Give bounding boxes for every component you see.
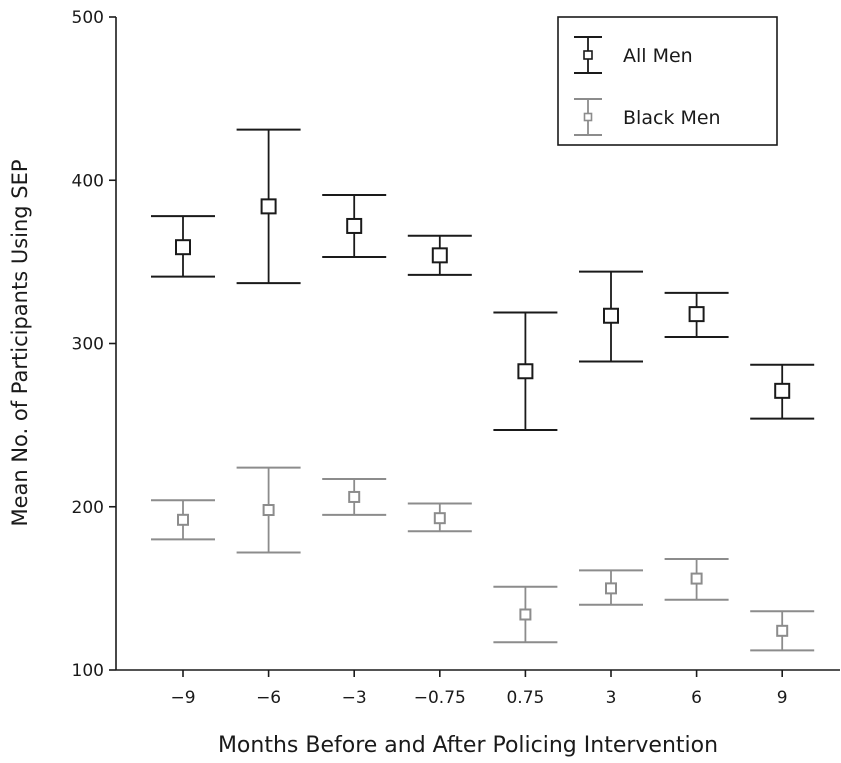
legend-symbol-marker (583, 50, 593, 60)
x-tick-label: 3 (606, 688, 617, 708)
data-point (517, 363, 534, 380)
data-point (774, 382, 791, 399)
x-axis-title: Months Before and After Policing Interve… (218, 733, 718, 758)
x-tick-label: −0.75 (414, 688, 466, 708)
data-point (688, 306, 705, 323)
series-black-men (151, 466, 815, 652)
x-tick-label: 6 (691, 688, 702, 708)
x-tick-label: −6 (256, 688, 281, 708)
data-point (177, 513, 189, 526)
y-tick-label: 100 (72, 661, 104, 681)
data-point (519, 608, 532, 621)
data-point (690, 572, 703, 585)
data-point (433, 512, 446, 525)
series-all-men (151, 128, 815, 432)
x-tick-label: −3 (342, 688, 367, 708)
data-point (776, 624, 789, 637)
legend-box (557, 16, 778, 146)
data-point (175, 239, 191, 256)
plot-area (151, 128, 815, 652)
axes: 100 200 300 400 500 −9 −6 −3 −0.75 0.75 3 6 9 (72, 8, 840, 708)
legend-label: All Men (623, 45, 693, 67)
data-point (603, 307, 619, 324)
data-point (262, 504, 275, 517)
data-point (346, 217, 363, 234)
y-tick-label: 500 (72, 8, 104, 28)
data-point (431, 247, 448, 264)
y-axis-title: Mean No. of Participants Using SEP (8, 159, 32, 526)
y-tick-label: 400 (72, 171, 104, 191)
y-tick-label: 300 (72, 335, 104, 355)
x-tick-label: 0.75 (506, 688, 544, 708)
x-tick-label: −9 (170, 688, 195, 708)
legend-symbol-marker (583, 112, 593, 122)
data-point (260, 198, 277, 215)
y-tick-label: 200 (72, 498, 104, 518)
legend-label: Black Men (623, 107, 721, 129)
legend: All Men Black Men (557, 16, 778, 146)
data-point (348, 490, 361, 503)
data-point (605, 582, 617, 595)
x-tick-label: 9 (777, 688, 788, 708)
